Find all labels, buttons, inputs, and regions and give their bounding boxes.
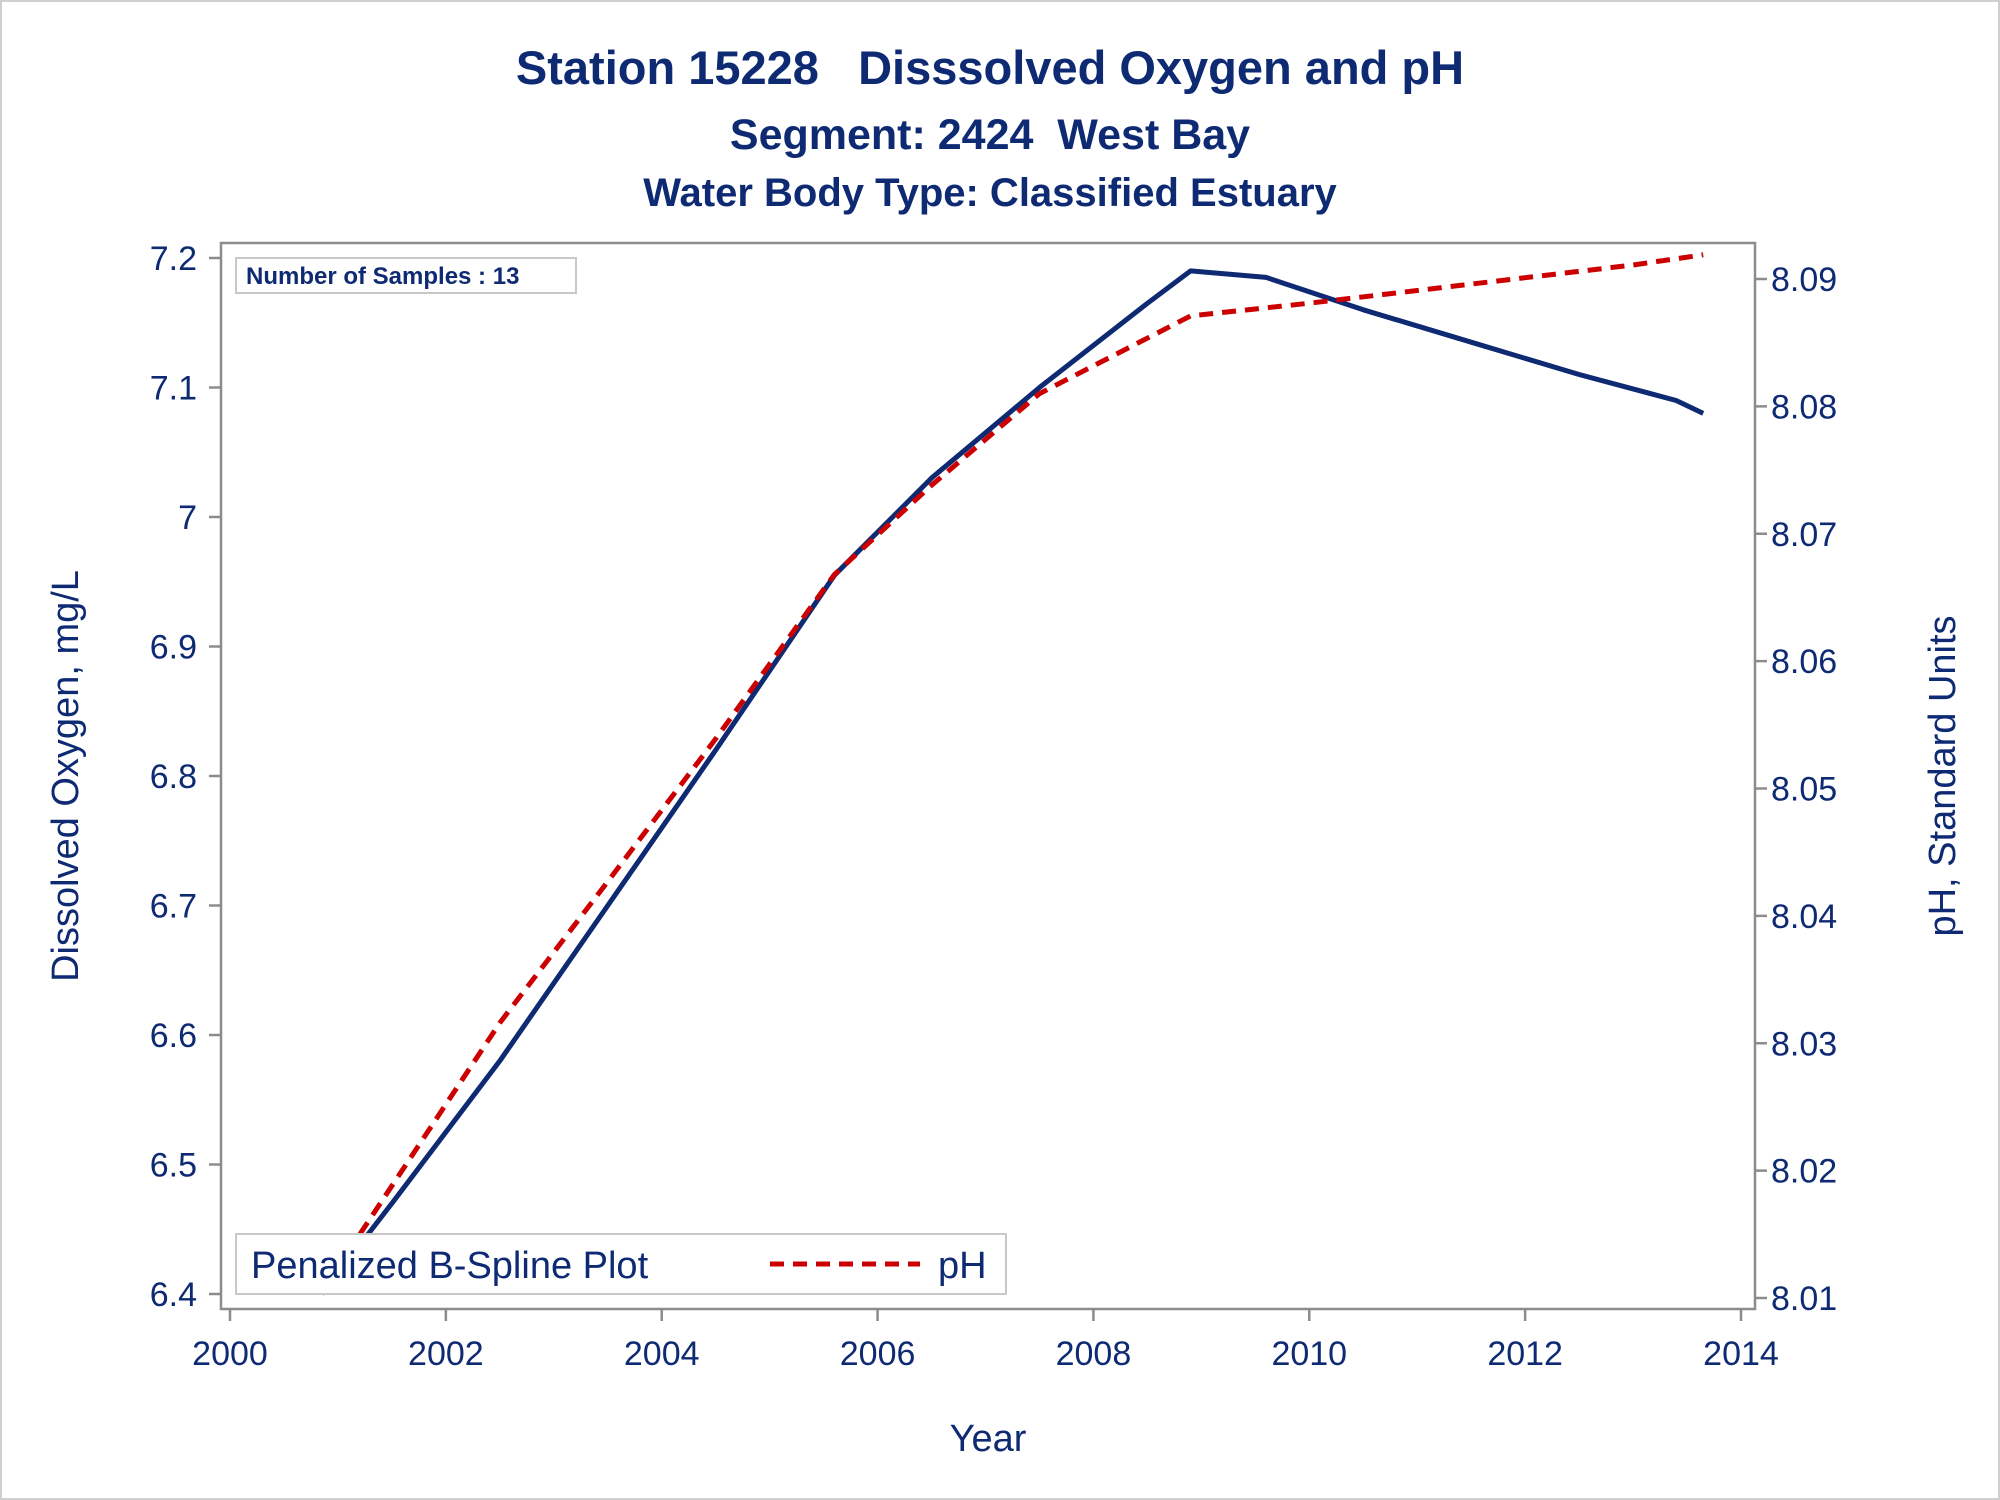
y-tick-label: 6.8 <box>150 758 197 796</box>
y-axis-left: 6.4 6.5 6.6 6.7 6.8 6.9 7 7.1 7.2 <box>150 240 221 1314</box>
y-axis-right: 8.01 8.02 8.03 8.04 8.05 8.06 8.07 8.08 8.09 <box>1755 261 1837 1318</box>
sample-count-box <box>235 257 577 294</box>
x-axis-label: Year <box>950 1418 1027 1460</box>
y-tick-label: 6.6 <box>150 1017 197 1055</box>
legend-title: Penalized B-Spline Plot <box>251 1245 649 1287</box>
y2-tick-label: 8.09 <box>1771 261 1837 299</box>
legend-box <box>235 1233 1007 1295</box>
x-tick-label: 2014 <box>1703 1335 1779 1373</box>
sample-count-text: Number of Samples : 13 <box>246 263 519 290</box>
series-line-ph <box>319 252 1704 1293</box>
y2-tick-label: 8.03 <box>1771 1025 1837 1063</box>
y-tick-label: 7.1 <box>150 370 197 408</box>
x-tick-label: 2006 <box>840 1335 916 1373</box>
y-tick-label: 6.9 <box>150 629 197 667</box>
y2-tick-label: 8.01 <box>1771 1280 1837 1318</box>
y2-tick-label: 8.02 <box>1771 1153 1837 1191</box>
x-tick-label: 2002 <box>408 1335 484 1373</box>
y-axis-label: Dissolved Oxygen, mg/L <box>45 570 87 982</box>
series-line-dissolved-oxygen <box>319 268 1705 1296</box>
y2-tick-label: 8.08 <box>1771 388 1837 426</box>
x-tick-label: 2004 <box>624 1335 700 1373</box>
chart-subtitle-segment: Segment: 2424 West Bay <box>730 111 1250 159</box>
y-tick-label: 6.4 <box>150 1276 197 1314</box>
y-tick-label: 7 <box>178 499 197 537</box>
y2-tick-label: 8.05 <box>1771 771 1837 809</box>
y-tick-label: 6.7 <box>150 888 197 926</box>
y-tick-label: 6.5 <box>150 1147 197 1185</box>
y2-axis-label: pH, Standard Units <box>1922 615 1964 936</box>
chart-subtitle-waterbody: Water Body Type: Classified Estuary <box>643 171 1337 215</box>
x-axis: 2000 2002 2004 2006 2008 2010 2012 2014 <box>192 1309 1779 1373</box>
x-tick-label: 2000 <box>192 1335 268 1373</box>
x-tick-label: 2012 <box>1487 1335 1563 1373</box>
y-tick-label: 7.2 <box>150 240 197 278</box>
x-tick-label: 2008 <box>1056 1335 1132 1373</box>
y2-tick-label: 8.06 <box>1771 643 1837 681</box>
y2-tick-label: 8.07 <box>1771 516 1837 554</box>
chart-title: Station 15228 Disssolved Oxygen and pH <box>516 41 1464 94</box>
x-tick-label: 2010 <box>1271 1335 1347 1373</box>
y2-tick-label: 8.04 <box>1771 898 1837 936</box>
plot-area <box>219 241 1757 1311</box>
legend-entry-ph: pH <box>938 1245 987 1287</box>
